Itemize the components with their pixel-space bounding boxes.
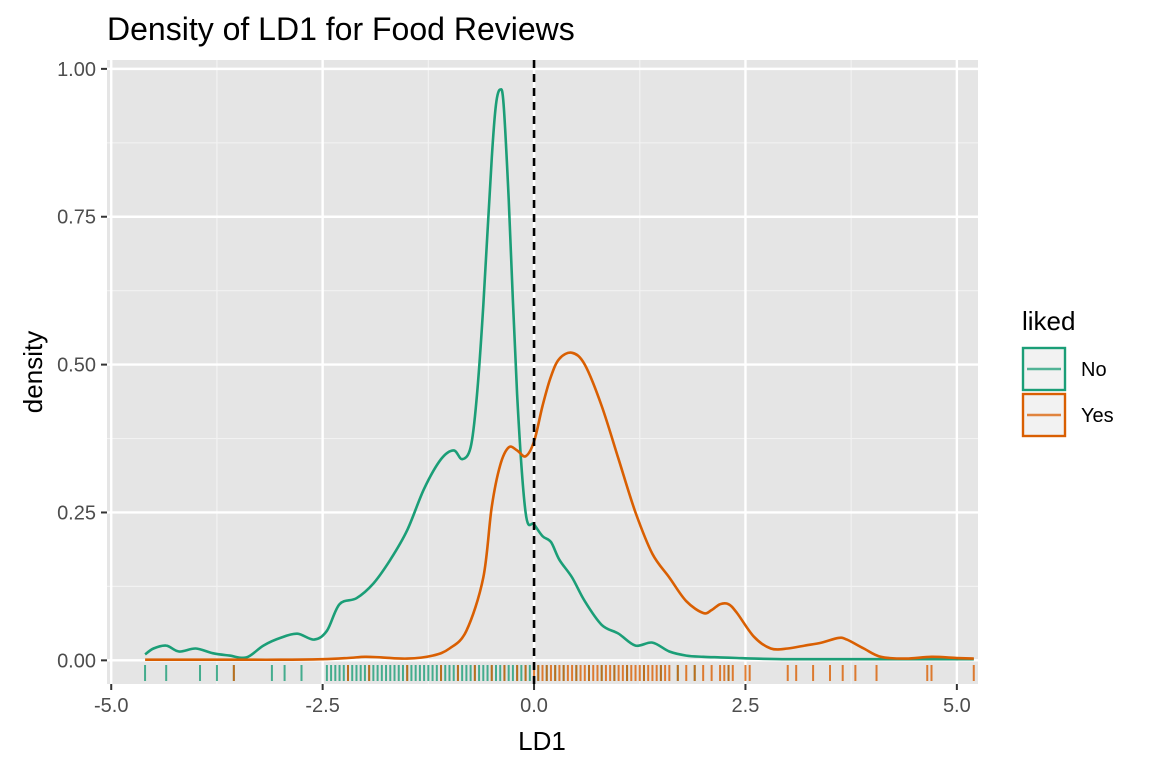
- x-tick-label: -2.5: [305, 695, 339, 717]
- plot-panel: [107, 60, 978, 684]
- x-axis-title: LD1: [518, 726, 566, 756]
- y-tick-label: 0.25: [57, 502, 96, 524]
- chart-title: Density of LD1 for Food Reviews: [107, 11, 575, 47]
- y-tick-label: 1.00: [57, 59, 96, 81]
- density-line-no: [144, 88, 974, 661]
- y-tick-label: 0.75: [57, 207, 96, 229]
- y-axis-title: density: [18, 331, 48, 413]
- legend-label: Yes: [1081, 405, 1114, 427]
- y-axis-ticks: 0.00 0.25 0.50 0.75 1.00: [57, 59, 107, 672]
- x-tick-label: 0.0: [520, 695, 548, 717]
- legend-keys: No Yes: [1021, 346, 1114, 438]
- legend: liked No Yes: [1021, 306, 1114, 438]
- density-line-yes: [145, 351, 974, 662]
- minor-gridlines: [107, 60, 978, 684]
- rug-marks: [144, 665, 975, 681]
- legend-key-yes: Yes: [1021, 392, 1114, 438]
- x-tick-label: 5.0: [943, 695, 971, 717]
- legend-key-no: No: [1021, 346, 1107, 392]
- y-tick-label: 0.50: [57, 355, 96, 377]
- x-axis-ticks: -5.0 -2.5 0.0 2.5 5.0: [94, 684, 971, 717]
- x-tick-label: -5.0: [94, 695, 128, 717]
- legend-label: No: [1081, 359, 1107, 381]
- legend-title: liked: [1022, 306, 1075, 336]
- x-tick-label: 2.5: [732, 695, 760, 717]
- density-curves: [144, 88, 974, 662]
- y-tick-label: 0.00: [57, 650, 96, 672]
